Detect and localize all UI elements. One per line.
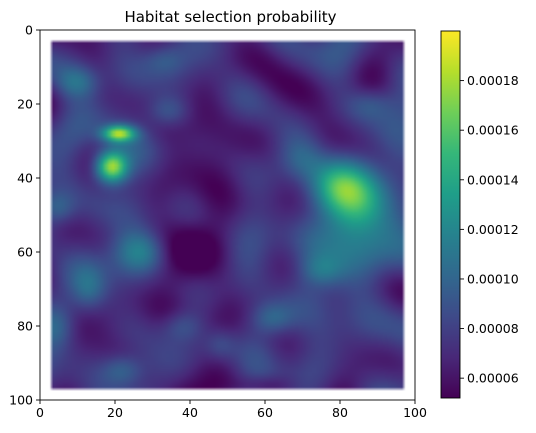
x-axis: 0 20 40 60 80 100 [36, 400, 427, 420]
y-tick-label: 40 [17, 171, 33, 186]
x-tick-label: 60 [257, 405, 273, 420]
x-tick-label: 20 [107, 405, 123, 420]
colorbar-tick-label: 0.00012 [467, 222, 519, 237]
y-tick-label: 20 [17, 97, 33, 112]
x-tick-label: 0 [36, 405, 44, 420]
y-axis: 0 20 40 60 80 100 [9, 23, 40, 408]
colorbar-tick-label: 0.00010 [467, 271, 519, 286]
colorbar-frame [440, 30, 461, 399]
colorbar: 0.00006 0.00008 0.00010 0.00012 0.00014 0.000… [440, 30, 519, 399]
colorbar-tick-label: 0.00016 [467, 123, 519, 138]
x-tick-label: 80 [332, 405, 348, 420]
colorbar-gradient [441, 31, 460, 398]
heatmap-image [40, 30, 415, 400]
colorbar-tick-label: 0.00018 [467, 73, 519, 88]
axes-frame [39, 29, 416, 401]
colorbar-ticks: 0.00006 0.00008 0.00010 0.00012 0.00014 0.000… [460, 73, 519, 386]
colorbar-tick-label: 0.00006 [467, 371, 519, 386]
y-tick-label: 0 [25, 23, 33, 38]
y-tick-label: 80 [17, 319, 33, 334]
y-tick-label: 100 [9, 393, 33, 408]
axes: 0 20 40 60 80 100 0 20 40 60 80 100 [9, 23, 427, 421]
colorbar-tick-label: 0.00008 [467, 321, 519, 336]
x-tick-label: 100 [403, 405, 427, 420]
colorbar-tick-label: 0.00014 [467, 172, 519, 187]
chart-title: Habitat selection probability [124, 8, 336, 26]
x-tick-label: 40 [182, 405, 198, 420]
y-tick-label: 60 [17, 245, 33, 260]
